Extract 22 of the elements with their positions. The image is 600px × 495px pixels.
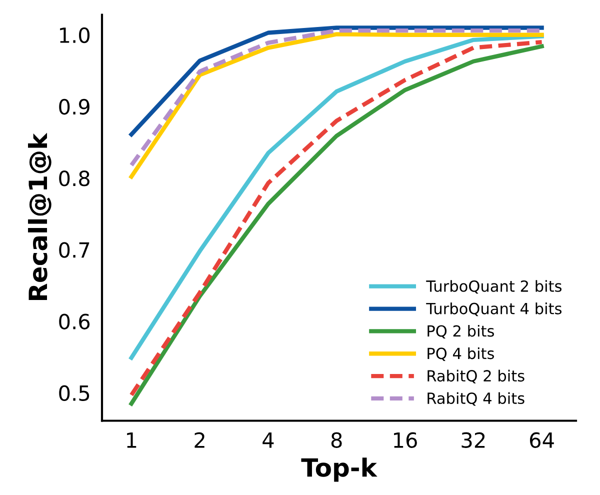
x-tick-label: 64 (530, 432, 554, 448)
y-tick-label: 0.7 (59, 242, 90, 258)
x-tick-label: 4 (262, 432, 274, 448)
y-tick-label: 1.0 (60, 27, 90, 44)
legend-label: RabitQ 4 bits (428, 392, 524, 406)
y-axis-title: Recall@1@k (28, 132, 52, 300)
x-tick-label: 16 (394, 432, 417, 448)
x-tick-label: 1 (127, 432, 136, 448)
legend-label: PQ 2 bits (428, 324, 494, 339)
legend-label: PQ 4 bits (428, 347, 494, 361)
legend-label: RabitQ 2 bits (428, 370, 524, 384)
y-tick-label: 0.5 (59, 385, 90, 402)
y-tick-label: 0.6 (59, 314, 90, 330)
y-tick-label: 0.9 (59, 98, 90, 115)
line-series (129, 26, 544, 136)
legend-label: TurboQuant 2 bits (426, 280, 562, 294)
x-axis-title: Top-k (301, 458, 378, 482)
x-tick-label: 8 (331, 432, 342, 448)
x-tick-label: 2 (194, 432, 204, 448)
y-tick-label: 0.8 (59, 170, 90, 186)
legend-label: TurboQuant 4 bits (426, 302, 562, 316)
x-tick-label: 32 (462, 432, 485, 448)
